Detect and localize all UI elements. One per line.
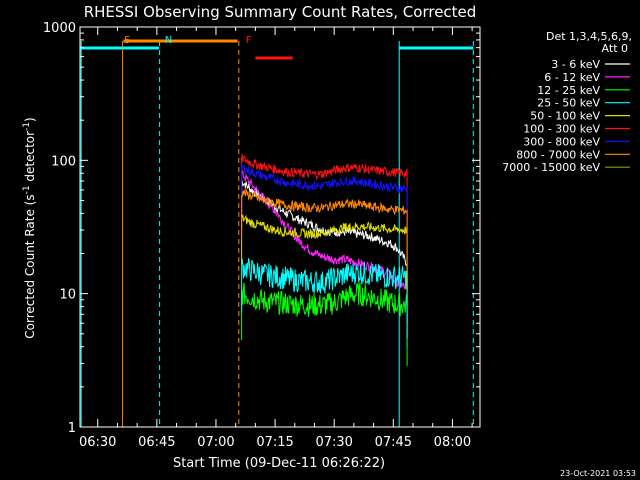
plot-frame	[79, 26, 481, 428]
legend-header-line-1: Det 1,3,4,5,6,9,	[546, 30, 632, 43]
legend-label-2: 12 - 25 keV	[537, 84, 600, 97]
series-line-7	[241, 187, 408, 272]
legend-header-line-2: Att 0	[602, 42, 628, 55]
state-layer	[80, 41, 474, 427]
legend-label-3: 25 - 50 keV	[537, 97, 600, 110]
series-line-3	[241, 258, 408, 339]
x-tick-label-4: 07:30	[315, 435, 352, 450]
y-tick-label-3: 1000	[43, 21, 76, 36]
annotation-f: F	[246, 35, 252, 46]
legend-label-8: 7000 - 15000 keV	[502, 161, 600, 174]
x-tick-label-0: 06:30	[79, 435, 116, 450]
footer-timestamp: 23-Oct-2021 03:53	[560, 469, 636, 478]
legend-label-4: 50 - 100 keV	[530, 110, 600, 123]
legend-label-0: 3 - 6 keV	[551, 58, 600, 71]
series-layer	[241, 153, 408, 366]
x-axis-label: Start Time (09-Dec-11 06:26:22)	[173, 456, 385, 471]
x-tick-label-5: 07:45	[375, 435, 412, 450]
y-axis-label: Corrected Count Rate (s-1 detector-1)	[22, 117, 37, 338]
x-tick-label-2: 07:00	[197, 435, 234, 450]
chart-title: RHESSI Observing Summary Count Rates, Co…	[84, 3, 477, 21]
series-line-4	[241, 214, 408, 291]
x-tick-label-3: 07:15	[256, 435, 293, 450]
series-line-5	[241, 153, 408, 234]
legend-label-6: 300 - 800 keV	[523, 135, 600, 148]
y-tick-label-1: 10	[59, 288, 76, 303]
legend-label-5: 100 - 300 keV	[523, 123, 600, 136]
y-tick-label-0: 1	[68, 421, 76, 436]
legend-label-7: 800 - 7000 keV	[516, 148, 600, 161]
series-line-6	[241, 163, 408, 250]
x-tick-label-1: 06:45	[138, 435, 175, 450]
annotation-n: N	[165, 35, 172, 46]
series-line-2	[241, 282, 408, 366]
axis-layer: 06:30 06:45 07:00 07:15 07:30 07:45 08:00 1 10 10…	[43, 21, 480, 450]
annotation-layer: SNF	[123, 35, 293, 60]
legend-label-1: 6 - 12 keV	[544, 71, 600, 84]
y-tick-label-2: 100	[51, 154, 76, 169]
x-tick-label-6: 08:00	[434, 435, 471, 450]
